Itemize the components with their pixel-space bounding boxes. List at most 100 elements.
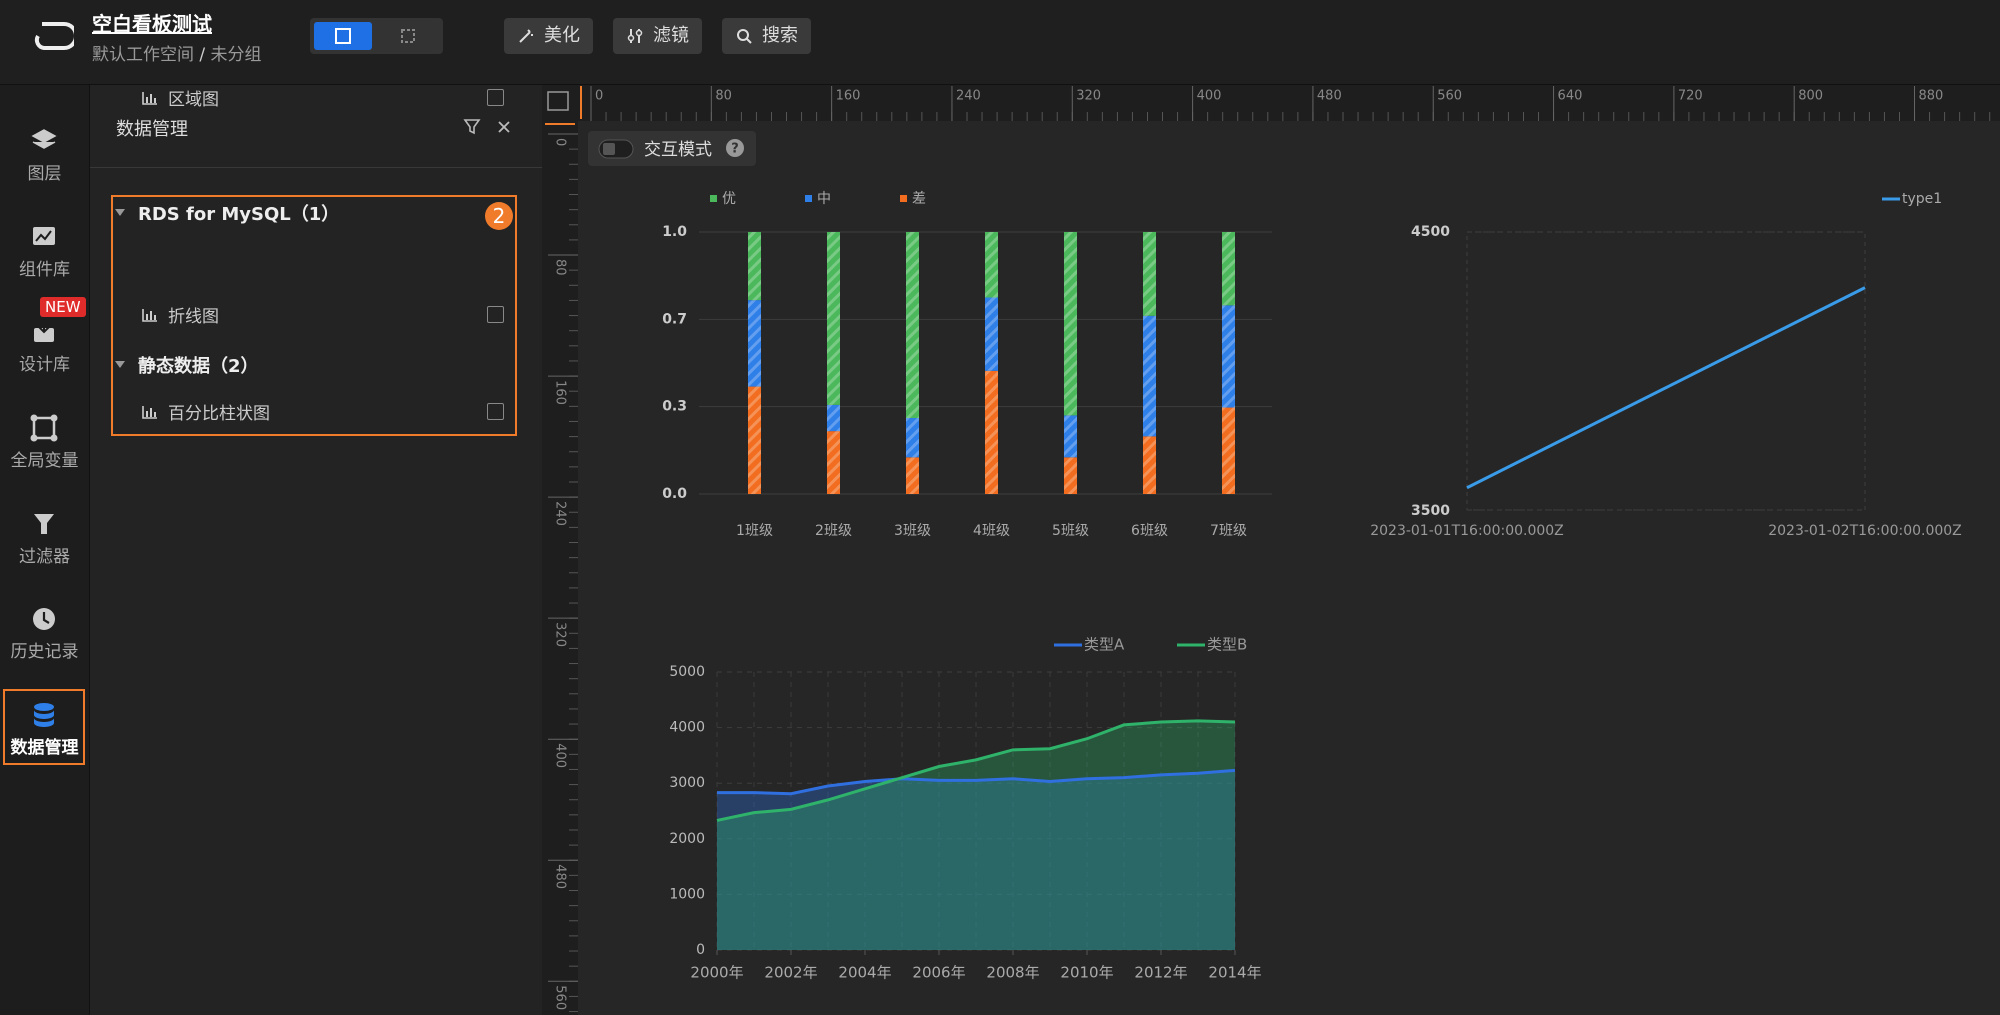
beautify-button[interactable]: 美化 [504, 18, 593, 54]
mode-switch [310, 18, 443, 54]
title[interactable]: 空白看板测试 [92, 12, 212, 36]
ruler-label: 320 [1076, 89, 1101, 104]
help-text: ? [731, 142, 739, 157]
group-row[interactable]: 静态数据（2） [114, 352, 514, 378]
y-tick-label: 0.0 [662, 486, 687, 502]
nav-item[interactable]: 组件库 [0, 217, 89, 291]
x-tick-label: 2012年 [1134, 964, 1187, 982]
ruler-label: 480 [553, 864, 568, 889]
nav-label: 历史记录 [10, 642, 79, 662]
legend-label: 类型B [1207, 636, 1247, 654]
nav-item[interactable]: 过滤器 [0, 504, 89, 578]
x-tick-label: 2014年 [1208, 964, 1261, 982]
logo [34, 22, 74, 50]
nav-label: 全局变量 [10, 451, 79, 471]
group[interactable]: 未分组 [210, 45, 262, 65]
ruler-label: 0 [595, 89, 603, 104]
step-marker: 2 [485, 202, 513, 230]
bar-segment [1222, 305, 1235, 408]
source-row[interactable]: 折线图 [142, 302, 512, 328]
nav-item[interactable]: 历史记录 [0, 599, 89, 673]
x-tick-label: 2004年 [838, 964, 891, 982]
nav-icon [31, 129, 57, 149]
nav-label: 过滤器 [19, 547, 70, 567]
filter-icon[interactable] [462, 117, 482, 137]
bar-segment [1143, 232, 1156, 316]
x-tick-label: 2006年 [912, 964, 965, 982]
bar-segment [1064, 457, 1077, 494]
chart-icon [142, 309, 157, 322]
canvas-bg [578, 121, 2000, 1015]
legend-label: type1 [1902, 191, 1942, 207]
nav-label: 组件库 [19, 260, 70, 280]
y-tick-label: 0.7 [662, 311, 687, 327]
checkbox[interactable] [487, 306, 504, 323]
chart-icon [142, 92, 157, 105]
nav-icon [30, 414, 58, 442]
legend-swatch [710, 195, 717, 202]
bar-segment [1064, 232, 1077, 416]
y-tick-label: 3500 [1411, 503, 1450, 519]
source-row[interactable]: 区域图 [142, 85, 512, 111]
source-name: 区域图 [168, 90, 219, 110]
bar-segment [748, 300, 761, 387]
x-tick-label: 5班级 [1052, 523, 1089, 539]
legend-swatch [805, 195, 812, 202]
x-tick-label: 7班级 [1210, 523, 1247, 539]
y-tick-label: 2000 [669, 831, 705, 847]
nav-icon [34, 320, 54, 342]
bar-segment [1222, 407, 1235, 494]
x-tick-label: 2010年 [1060, 964, 1113, 982]
separator: / [199, 45, 206, 65]
caret [115, 209, 125, 216]
workspace[interactable]: 默认工作空间 [92, 45, 194, 65]
bar-segment [906, 418, 919, 458]
help-icon [726, 139, 744, 157]
nav-item[interactable]: 设计库 [0, 312, 89, 386]
plot-border [1466, 231, 1866, 511]
bar-segment [1222, 232, 1235, 306]
bar-segment [906, 457, 919, 494]
area-fill [717, 770, 1235, 950]
data-panel: 数据管理 RDS for MySQL（1） 折线图 静态数据（2） 百分比柱状图 区域图 [90, 85, 542, 1015]
bar-segment [1064, 415, 1077, 458]
bar-segment [827, 404, 840, 432]
nav-item[interactable]: 数据管理 [0, 695, 89, 769]
y-tick-label: 3000 [669, 775, 705, 791]
checkbox[interactable] [487, 403, 504, 420]
preview-mode[interactable] [380, 22, 438, 50]
nav-item[interactable]: 全局变量 [0, 408, 89, 482]
divider [90, 167, 542, 168]
nav-item[interactable]: 图层 [0, 121, 89, 195]
x-tick-label: 4班级 [973, 523, 1010, 539]
x-tick-label: 6班级 [1131, 523, 1168, 539]
area-line [717, 768, 1236, 796]
ruler-label: 720 [1678, 89, 1703, 104]
nav-icon [33, 608, 55, 630]
filter-button[interactable]: 滤镜 [613, 18, 702, 54]
source-row[interactable]: 百分比柱状图 [142, 399, 512, 425]
y-tick-label: 5000 [669, 664, 705, 680]
toggle-knob [603, 143, 615, 155]
breadcrumb: 默认工作空间 / 未分组 [92, 40, 262, 65]
active-highlight [3, 689, 85, 765]
edit-mode[interactable] [314, 22, 372, 50]
group-row[interactable]: RDS for MySQL（1） [114, 200, 514, 226]
search-button[interactable]: 搜索 [722, 18, 811, 54]
bar-segment [985, 370, 998, 494]
ruler-label: 80 [715, 89, 732, 104]
toggle-box[interactable] [588, 131, 756, 166]
legend-label: 优 [722, 191, 736, 207]
x-tick-label: 2班级 [815, 523, 852, 539]
button-label: 滤镜 [653, 25, 689, 46]
ruler-label: 240 [956, 89, 981, 104]
close-icon[interactable] [496, 119, 512, 135]
ruler-label: 640 [1558, 89, 1583, 104]
y-tick-label: 1000 [669, 886, 705, 902]
y-tick-label: 4000 [669, 720, 705, 736]
ruler-top [542, 84, 2000, 121]
checkbox[interactable] [487, 89, 504, 106]
ruler-label: 800 [1798, 89, 1823, 104]
